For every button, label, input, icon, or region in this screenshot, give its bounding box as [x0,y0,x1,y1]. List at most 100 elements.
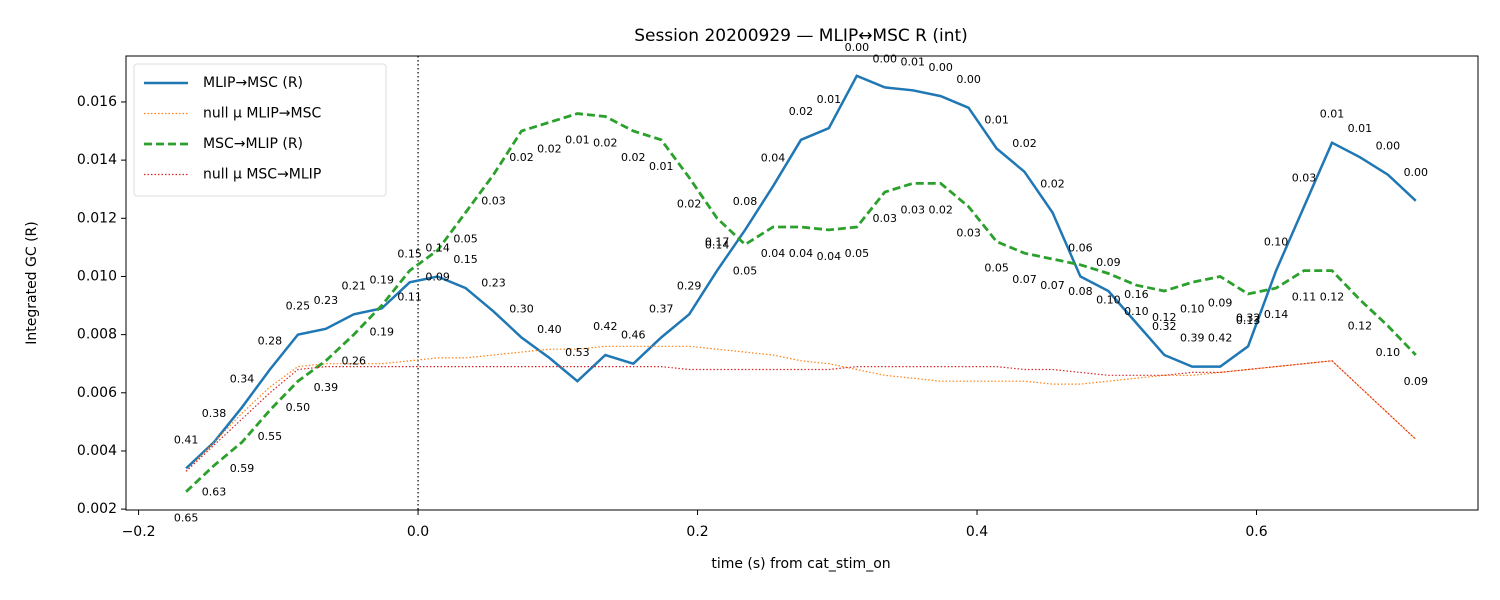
point-annotation: 0.13 [1236,314,1261,327]
point-annotation: 0.30 [509,303,534,316]
point-annotation: 0.01 [649,160,674,173]
point-annotation: 0.19 [369,273,394,286]
point-annotation: 0.15 [453,253,478,266]
point-annotation: 0.04 [817,250,842,263]
x-tick-label: 0.2 [686,524,708,540]
point-annotation: 0.16 [1124,288,1149,301]
point-annotation: 0.28 [258,335,283,348]
point-annotation: 0.08 [733,195,758,208]
point-annotation: 0.02 [677,198,702,211]
point-annotation: 0.09 [1096,256,1121,269]
point-annotation: 0.02 [789,105,814,118]
point-annotation: 0.23 [314,294,339,307]
point-annotation: 0.10 [1264,236,1289,249]
point-annotation: 0.00 [1404,166,1429,179]
series-line [185,345,1417,472]
point-annotation: 0.23 [481,276,506,289]
x-axis-label: time (s) from cat_stim_on [711,556,890,572]
point-annotation: 0.59 [230,462,255,475]
point-annotation: 0.05 [733,264,758,277]
point-annotation: 0.32 [1152,320,1177,333]
point-annotation: 0.34 [230,372,255,385]
point-annotation: 0.01 [900,55,925,68]
point-annotation: 0.42 [593,320,618,333]
point-annotation: 0.14 [1264,308,1289,321]
point-annotation: 0.39 [314,381,339,394]
y-tick-label: 0.010 [77,268,117,284]
point-annotation: 0.41 [174,433,199,446]
point-annotation: 0.00 [1376,140,1401,153]
point-annotation: 0.29 [677,279,702,292]
point-annotation: 0.04 [761,151,786,164]
point-annotation: 0.05 [453,232,478,245]
legend-label: MSC→MLIP (R) [203,136,303,152]
y-tick-label: 0.004 [77,443,117,459]
point-annotation: 0.00 [928,61,953,74]
point-annotation: 0.55 [258,430,283,443]
y-axis-label: Integrated GC (R) [24,221,40,345]
point-annotation: 0.65 [174,512,199,525]
point-annotation: 0.09 [1208,296,1233,309]
point-annotation: 0.10 [1124,305,1149,318]
plot-frame [125,55,1479,511]
point-annotation: 0.03 [900,203,925,216]
point-annotation: 0.07 [1012,273,1037,286]
legend: MLIP→MSC (R) null μ MLIP→MSC MSC→MLIP (R) n… [133,63,387,197]
x-tick-label: −0.2 [122,524,156,540]
point-annotation: 0.03 [873,212,898,225]
point-annotation: 0.10 [1096,294,1121,307]
point-annotation: 0.05 [984,262,1009,275]
point-annotation: 0.53 [565,346,590,359]
point-annotation: 0.02 [1040,177,1065,190]
point-annotation: 0.19 [369,326,394,339]
legend-box [133,63,387,197]
point-annotation: 0.01 [1348,122,1373,135]
point-annotation: 0.06 [1068,241,1093,254]
point-annotation: 0.00 [845,41,870,54]
y-tick-label: 0.002 [77,501,117,517]
point-annotation: 0.03 [956,227,981,240]
x-tick-label: 0.4 [966,524,988,540]
point-annotation: 0.14 [705,238,730,251]
point-annotation: 0.02 [509,151,534,164]
point-annotation: 0.11 [397,291,422,304]
point-annotation: 0.02 [928,203,953,216]
series-line [185,74,1417,470]
point-annotation: 0.00 [956,73,981,86]
point-annotation: 0.12 [1152,311,1177,324]
point-annotation: 0.17 [705,236,730,249]
point-annotation: 0.09 [1404,375,1429,388]
point-annotation: 0.12 [1348,320,1373,333]
point-annotation: 0.15 [397,247,422,260]
point-annotation: 0.21 [342,279,367,292]
point-annotation: 0.02 [537,142,562,155]
point-annotation: 0.01 [817,93,842,106]
point-annotation: 0.04 [761,247,786,260]
point-annotation: 0.04 [789,247,814,260]
point-annotation: 0.63 [202,486,227,499]
legend-label: null μ MLIP→MSC [203,106,321,122]
point-annotation: 0.08 [1068,285,1093,298]
point-annotation: 0.26 [342,355,367,368]
point-annotation: 0.03 [1292,172,1317,185]
point-annotation: 0.37 [649,303,674,316]
point-annotation: 0.00 [873,52,898,65]
point-annotation: 0.25 [286,300,311,313]
point-annotation: 0.39 [1180,332,1205,345]
chart-title: Session 20200929 — MLIP↔MSC R (int) [634,26,968,46]
y-tick-label: 0.014 [77,152,117,168]
x-tick-label: 0.0 [407,524,429,540]
point-annotation: 0.01 [565,134,590,147]
y-tick-label: 0.012 [77,210,117,226]
point-annotation: 0.01 [1320,108,1345,121]
point-annotation: 0.11 [1292,291,1317,304]
legend-label: null μ MSC→MLIP [203,167,321,183]
y-tick-label: 0.008 [77,327,117,343]
point-annotation: 0.09 [425,270,450,283]
point-annotation: 0.07 [1040,279,1065,292]
y-tick-label: 0.006 [77,385,117,401]
point-annotation: 0.02 [1012,137,1037,150]
x-tick-label: 0.6 [1245,524,1267,540]
